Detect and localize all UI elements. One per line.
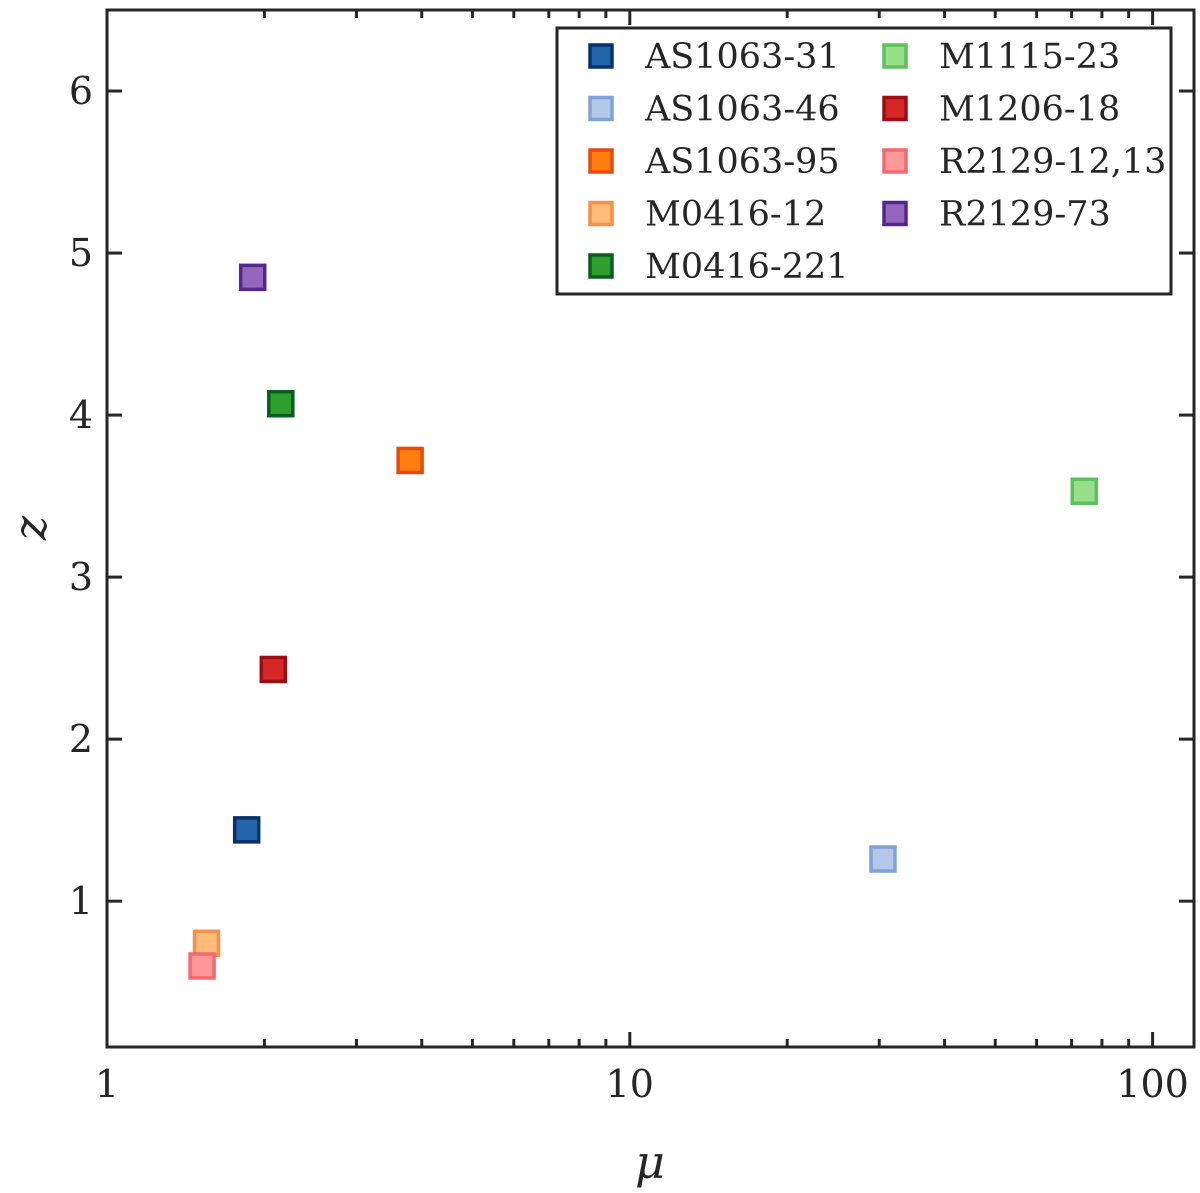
legend-marker <box>588 200 614 227</box>
y-axis-ticks: 1 2 3 4 5 6 <box>69 69 1194 923</box>
legend-label: M0416-12 <box>645 195 826 235</box>
x-axis-label: μ <box>635 1135 665 1189</box>
legend-label: AS1063-95 <box>644 142 840 182</box>
y-tick-label: 6 <box>69 69 93 113</box>
data-point <box>869 845 897 873</box>
data-point <box>259 655 288 684</box>
legend-label: R2129-73 <box>939 195 1111 235</box>
y-axis-label: z <box>3 515 57 541</box>
legend-marker <box>588 148 614 174</box>
data-point <box>192 929 221 958</box>
x-tick-label: 10 <box>606 1062 654 1106</box>
y-tick-label: 3 <box>69 555 93 599</box>
x-axis-ticks: 1 10 100 <box>95 10 1189 1106</box>
data-point <box>1070 477 1098 505</box>
y-tick-label: 4 <box>69 393 93 437</box>
legend: AS1063-31 AS1063-46 AS1063-95 M0416-12 M0416… <box>555 26 1173 296</box>
legend-label: M1115-23 <box>939 37 1120 77</box>
y-tick-label: 2 <box>69 717 93 761</box>
y-tick-label: 1 <box>69 879 93 923</box>
legend-marker <box>882 95 908 122</box>
data-point <box>396 446 424 475</box>
legend-label: M0416-221 <box>645 247 849 287</box>
x-tick-label: 1 <box>95 1062 119 1106</box>
legend-label: M1206-18 <box>939 90 1120 130</box>
legend-label: AS1063-46 <box>644 90 840 130</box>
data-point <box>267 389 295 418</box>
legend-label: R2129-12,13 <box>939 142 1166 182</box>
data-point <box>232 816 261 844</box>
legend-marker <box>882 200 908 227</box>
legend-marker <box>588 253 614 279</box>
legend-marker <box>882 148 908 174</box>
legend-box <box>555 26 1173 296</box>
data-markers <box>188 263 1098 980</box>
data-point <box>238 263 267 292</box>
y-tick-label: 5 <box>69 231 93 275</box>
legend-items: AS1063-31 AS1063-46 AS1063-95 M0416-12 M0416… <box>588 37 1166 287</box>
legend-marker <box>882 43 908 69</box>
legend-marker <box>588 95 614 122</box>
data-point <box>188 952 216 980</box>
legend-label: AS1063-31 <box>644 37 840 77</box>
x-tick-label: 100 <box>1116 1062 1189 1106</box>
legend-marker <box>588 43 614 69</box>
